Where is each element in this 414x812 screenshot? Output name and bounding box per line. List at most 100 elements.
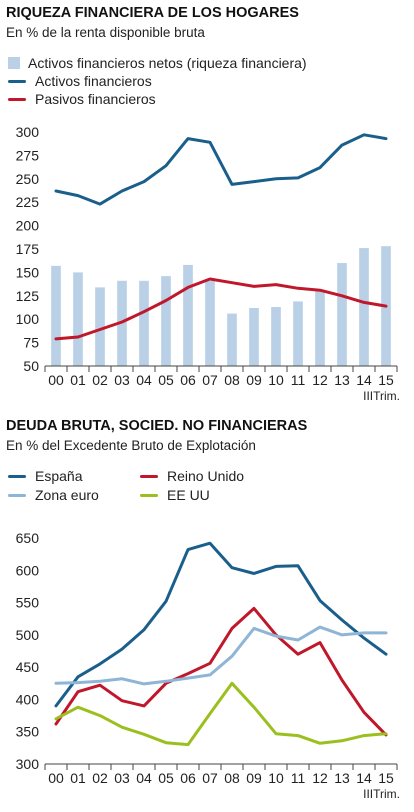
legend-label: Zona euro: [35, 487, 99, 503]
legend-swatch-line: [8, 79, 26, 83]
chart2-subtitle: En % del Excedente Bruto de Explotación: [6, 438, 256, 453]
y-tick-label: 150: [16, 264, 40, 280]
x-tick-label: 04: [136, 372, 152, 388]
y-tick-label: 175: [16, 241, 40, 257]
x-tick-label: 07: [202, 770, 218, 786]
legend-item-activos-netos: Activos financieros netos (riqueza finan…: [8, 55, 307, 71]
legend-swatch-line: [8, 97, 26, 101]
y-tick-label: 125: [16, 288, 40, 304]
bar-00: [51, 265, 61, 366]
x-tick-label: 08: [224, 372, 240, 388]
bar-11: [293, 301, 303, 366]
legend-swatch-line: [8, 493, 26, 497]
legend-item-ee-uu: EE UU: [140, 487, 210, 503]
x-tick-label: 05: [158, 770, 174, 786]
x-tick-label: 00: [48, 770, 64, 786]
x-tick-label: 11: [291, 372, 306, 388]
y-tick-label: 350: [16, 724, 40, 740]
x-tick-label: 06: [180, 770, 196, 786]
bar-02: [95, 287, 105, 366]
x-tick-label: 13: [334, 372, 350, 388]
legend-label: España: [35, 468, 83, 484]
y-tick-label: 50: [23, 358, 39, 374]
x-axis-suffix: IIITrim.: [363, 787, 400, 801]
x-axis-suffix: IIITrim.: [363, 389, 400, 403]
x-tick-label: 15: [378, 770, 394, 786]
y-tick-label: 75: [23, 335, 39, 351]
x-tick-label: 14: [356, 372, 372, 388]
bar-12: [315, 290, 325, 366]
x-tick-label: 04: [136, 770, 152, 786]
y-tick-label: 300: [16, 756, 40, 772]
series-line-2: [54, 625, 388, 686]
y-tick-label: 300: [16, 124, 40, 140]
x-tick-label: 09: [246, 372, 262, 388]
x-tick-label: 01: [70, 372, 86, 388]
y-tick-label: 400: [16, 691, 40, 707]
x-tick-label: 03: [114, 770, 130, 786]
legend-item-zona-euro: Zona euro: [8, 487, 99, 503]
bar-13: [337, 263, 347, 366]
x-tick-label: 00: [48, 372, 64, 388]
x-tick-label: 12: [312, 770, 328, 786]
legend-swatch-line: [8, 474, 26, 478]
y-tick-label: 650: [16, 530, 40, 546]
y-tick-label: 275: [16, 147, 40, 163]
x-tick-label: 10: [268, 770, 284, 786]
bar-07: [205, 280, 215, 366]
legend-label: Activos financieros netos (riqueza finan…: [28, 55, 307, 71]
bar-08: [227, 313, 237, 366]
x-tick-label: 03: [114, 372, 130, 388]
x-tick-label: 14: [356, 770, 372, 786]
legend-swatch-line: [140, 474, 158, 478]
x-tick-label: 11: [291, 770, 306, 786]
x-tick-label: 08: [224, 770, 240, 786]
y-tick-label: 450: [16, 659, 40, 675]
y-tick-label: 550: [16, 595, 40, 611]
chart2-title: DEUDA BRUTA, SOCIED. NO FINANCIERAS: [6, 418, 308, 434]
bar-06: [183, 264, 193, 366]
chart1-subtitle: En % de la renta disponible bruta: [6, 25, 205, 40]
x-tick-label: 02: [92, 770, 108, 786]
series-line-1: [54, 606, 388, 737]
x-tick-label: 13: [334, 770, 350, 786]
bar-14: [359, 248, 369, 366]
x-tick-label: 01: [70, 770, 86, 786]
series-line-0: [54, 541, 388, 708]
series-line-1: [54, 133, 388, 206]
legend-item-activos: Activos financieros: [8, 73, 152, 89]
x-tick-label: 09: [246, 770, 262, 786]
series-line-3: [54, 681, 388, 747]
legend-label: EE UU: [167, 487, 210, 503]
legend-item-espana: España: [8, 468, 82, 484]
y-tick-label: 200: [16, 218, 40, 234]
bar-09: [249, 307, 259, 366]
legend-label: Pasivos financieros: [35, 91, 156, 107]
y-tick-label: 100: [16, 311, 40, 327]
y-tick-label: 225: [16, 194, 40, 210]
bar-10: [271, 307, 281, 366]
y-tick-label: 250: [16, 171, 40, 187]
chart1-title: RIQUEZA FINANCIERA DE LOS HOGARES: [6, 5, 299, 21]
chart1-plot: 50 75 100 125 150 175 200 225 250 275 300 00 01 02 03 0…: [16, 124, 400, 403]
legend-label: Activos financieros: [35, 73, 152, 89]
legend-item-reino-unido: Reino Unido: [140, 468, 244, 484]
x-tick-label: 06: [180, 372, 196, 388]
legend-swatch-line: [140, 493, 158, 497]
y-tick-label: 600: [16, 562, 40, 578]
x-tick-label: 02: [92, 372, 108, 388]
legend-item-pasivos: Pasivos financieros: [8, 91, 156, 107]
legend-label: Reino Unido: [167, 468, 245, 484]
legend-swatch-bar: [8, 57, 20, 69]
bar-04: [139, 280, 149, 366]
x-tick-label: 12: [312, 372, 328, 388]
x-tick-label: 10: [268, 372, 284, 388]
bar-05: [161, 276, 171, 366]
bar-01: [73, 272, 83, 366]
x-tick-label: 05: [158, 372, 174, 388]
y-tick-label: 500: [16, 627, 40, 643]
x-tick-label: 15: [378, 372, 394, 388]
series-line-2: [54, 277, 388, 341]
x-tick-label: 07: [202, 372, 218, 388]
